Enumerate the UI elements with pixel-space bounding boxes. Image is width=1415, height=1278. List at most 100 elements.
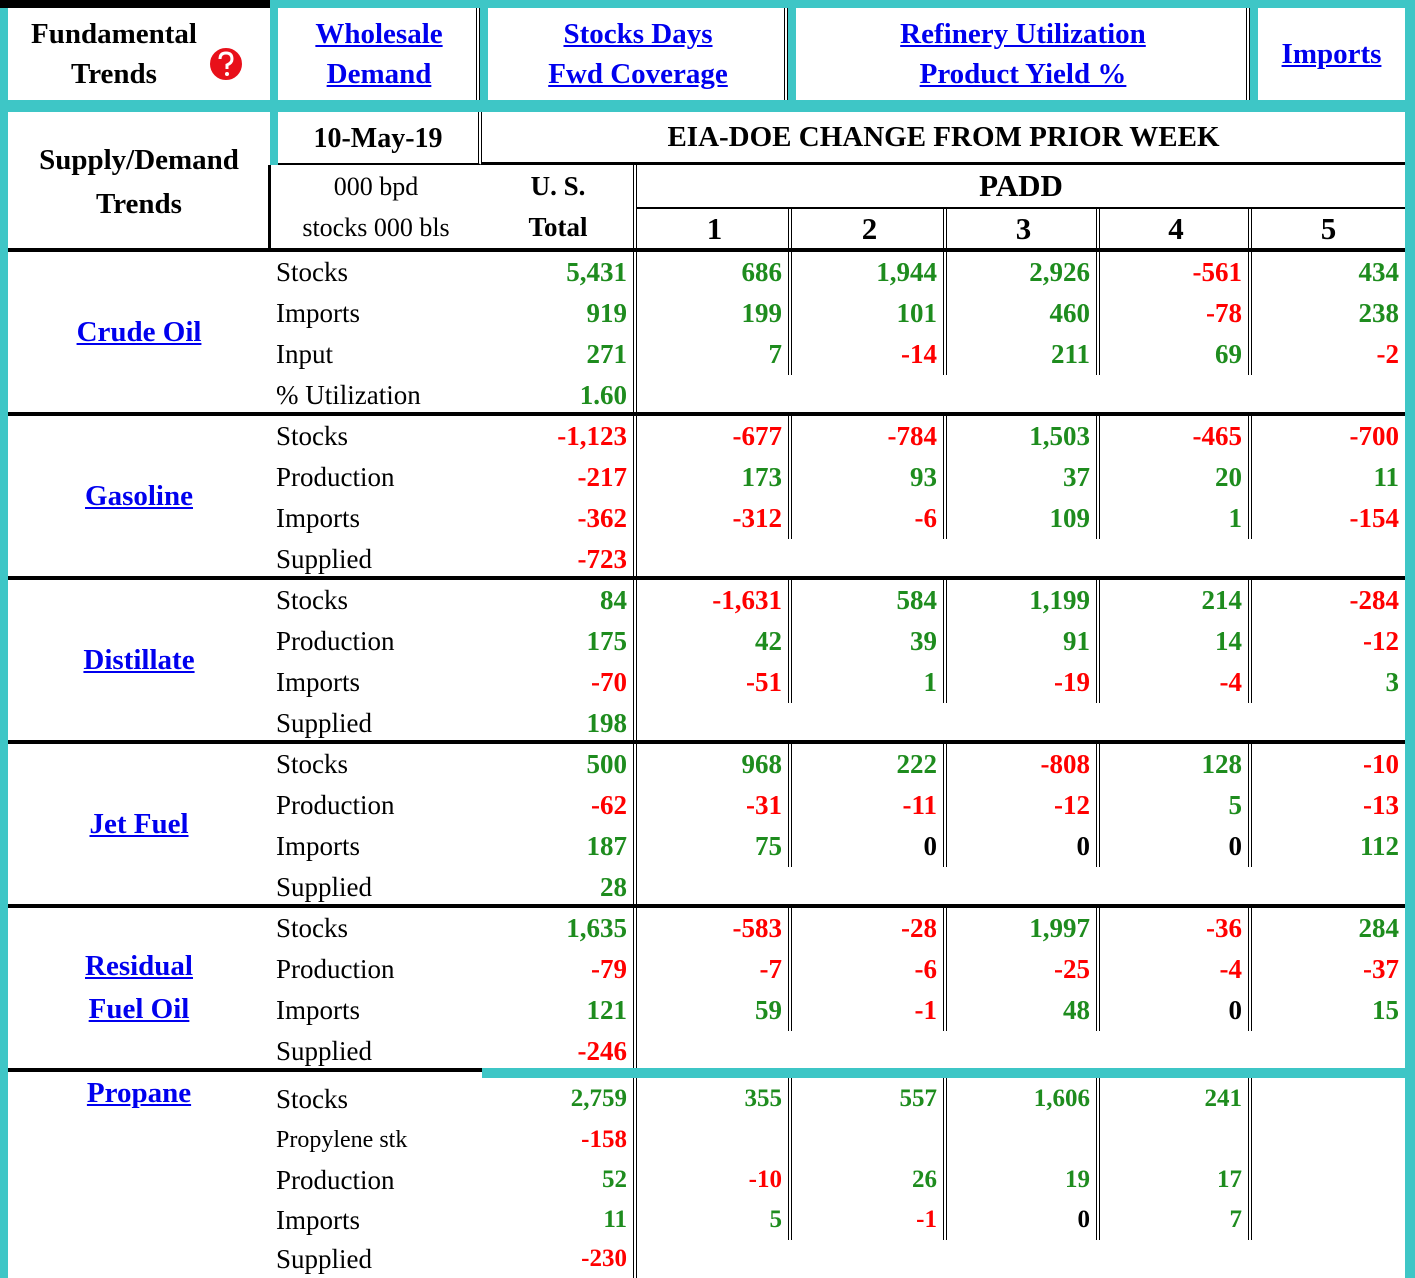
value-cell: 238 — [1358, 298, 1400, 328]
nav-label-link[interactable]: Stocks Days — [563, 17, 713, 50]
value-cell: -14 — [792, 334, 947, 375]
nav-label-link[interactable]: Imports — [1281, 37, 1382, 70]
value-cell: -10 — [637, 1160, 792, 1200]
row-label: Imports — [276, 503, 360, 533]
units-label: 000 bpd — [333, 171, 419, 201]
row-label: Input — [276, 339, 333, 369]
row-label: Supplied — [276, 544, 373, 574]
row-label: Supplied — [276, 1243, 373, 1274]
section-title-link[interactable]: Distillate — [83, 643, 195, 676]
value-cell: 0 — [947, 1200, 1100, 1240]
row-label: Imports — [276, 1204, 360, 1235]
value-cell: 109 — [947, 498, 1100, 539]
value-cell: -284 — [1349, 585, 1400, 615]
value-cell: 93 — [792, 457, 947, 498]
value-cell: 15 — [1372, 995, 1399, 1025]
value-cell: -36 — [1100, 908, 1252, 949]
row-label: Stocks — [276, 421, 349, 451]
top-bar — [0, 0, 270, 8]
value-cell: 686 — [637, 252, 792, 293]
value-cell: -62 — [482, 785, 637, 826]
value-cell: 2,759 — [482, 1078, 637, 1120]
value-cell: -51 — [637, 662, 792, 703]
nav-label: Demand — [278, 54, 480, 94]
value-cell-empty — [947, 1120, 1100, 1160]
value-cell: -1,123 — [482, 416, 637, 457]
value-cell: 284 — [1358, 913, 1400, 943]
value-cell: 1 — [792, 662, 947, 703]
nav-label-link[interactable]: Product Yield % — [919, 57, 1127, 90]
value-cell: 0 — [1100, 990, 1252, 1031]
value-cell: -1 — [792, 990, 947, 1031]
value-cell: 1.60 — [482, 375, 637, 416]
value-cell: -158 — [482, 1120, 637, 1160]
header-banner-cell — [482, 112, 1405, 165]
value-cell: 500 — [482, 744, 637, 785]
value-cell: 14 — [1100, 621, 1252, 662]
value-cell: 5 — [637, 1200, 792, 1240]
nav-label: Refinery Utilization — [796, 14, 1250, 54]
nav-label: Fwd Coverage — [488, 54, 788, 94]
value-cell: 7 — [637, 334, 792, 375]
value-cell: -583 — [637, 908, 792, 949]
section-title: Gasoline — [8, 475, 270, 518]
section-title-link[interactable]: Fuel Oil — [88, 993, 190, 1025]
value-cell: -4 — [1100, 662, 1252, 703]
section-title: Distillate — [8, 639, 270, 682]
padd-column-cell — [637, 209, 792, 248]
padd-label: PADD — [979, 168, 1063, 203]
value-cell: 173 — [637, 457, 792, 498]
section-title-link[interactable]: Propane — [86, 1077, 192, 1109]
section-title: Crude Oil — [8, 311, 270, 354]
value-cell: -19 — [947, 662, 1100, 703]
section-title-link[interactable]: Gasoline — [85, 479, 193, 512]
value-cell: -561 — [1100, 252, 1252, 293]
padd-column-cell — [947, 209, 1100, 248]
value-cell: -13 — [1363, 790, 1399, 820]
nav-label: Imports — [1258, 34, 1405, 74]
row-label: Production — [276, 462, 395, 492]
row-label: Production — [276, 1164, 395, 1195]
side-title: Trends — [96, 187, 182, 220]
section-block — [8, 1072, 1405, 1278]
nav-label: Fundamental — [31, 17, 197, 50]
section-title-link[interactable]: Jet Fuel — [89, 807, 189, 840]
us-total-label: U. S. — [530, 171, 586, 201]
value-cell: -6 — [792, 949, 947, 990]
value-cell: -723 — [482, 539, 637, 580]
section-block — [8, 416, 1405, 580]
row-label: Imports — [276, 995, 360, 1025]
row-label: Supplied — [276, 872, 373, 902]
us-total-label: Total — [528, 212, 588, 242]
header-side-cell — [8, 112, 270, 248]
nav-cell — [1258, 8, 1405, 100]
value-cell: -7 — [637, 949, 792, 990]
section-block — [8, 252, 1405, 416]
section-rule — [8, 904, 1405, 908]
value-cell: 52 — [482, 1160, 637, 1200]
value-cell: -6 — [792, 498, 947, 539]
section-rule — [8, 576, 1405, 580]
value-cell: 0 — [792, 826, 947, 867]
nav-label: Wholesale — [278, 14, 480, 54]
nav-label-link[interactable]: Fwd Coverage — [548, 57, 728, 90]
row-label: Imports — [276, 831, 360, 861]
value-cell: 75 — [637, 826, 792, 867]
row-label: Stocks — [276, 257, 349, 287]
units-label: stocks 000 bls — [302, 212, 450, 242]
nav-label-link[interactable]: Refinery Utilization — [900, 17, 1146, 50]
nav-label-link[interactable]: Wholesale — [315, 17, 443, 50]
value-cell: 1 — [1100, 498, 1252, 539]
section-title-link[interactable]: Crude Oil — [76, 315, 202, 348]
value-cell: 11 — [1373, 462, 1399, 492]
value-cell: 1,606 — [947, 1078, 1100, 1120]
section-title-link[interactable]: Residual — [85, 950, 193, 982]
value-cell: -784 — [792, 416, 947, 457]
value-cell: 7 — [1100, 1200, 1252, 1240]
nav-label-link[interactable]: Demand — [326, 57, 432, 90]
row-label: % Utilization — [276, 380, 421, 410]
value-cell: -12 — [947, 785, 1100, 826]
value-cell: 241 — [1100, 1078, 1252, 1120]
row-label: Production — [276, 626, 395, 656]
